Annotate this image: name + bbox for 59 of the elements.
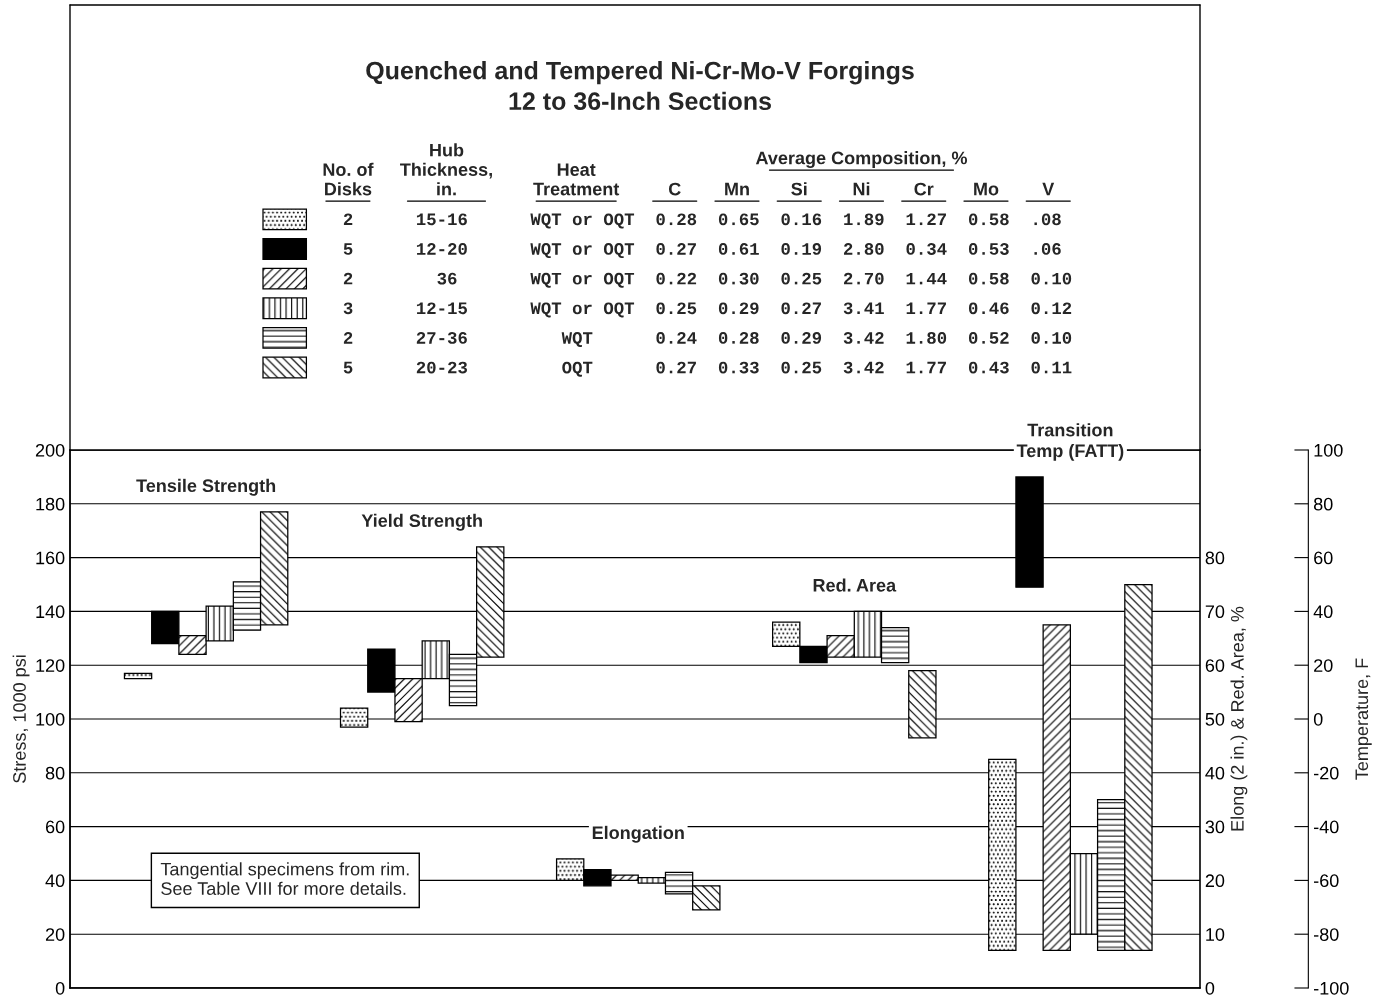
y-tick-label: 20 xyxy=(45,928,65,941)
y-tick-label: 40 xyxy=(45,874,65,888)
legend-label: 2 36 WQT or OQT 0.22 0.30 0.25 2.70 1.44 0.58 0.10 xyxy=(343,272,1072,288)
y-tick-label: 80 xyxy=(45,766,65,780)
bar xyxy=(123,672,153,680)
y-tick-label: 160 xyxy=(36,551,65,565)
legend-label: 5 12-20 WQT or OQT 0.27 0.61 0.19 2.80 0.34 0.53 .06 xyxy=(343,243,1061,259)
y2-tick-label: 0 xyxy=(1205,981,1215,995)
text: C xyxy=(668,182,681,196)
text: Ni xyxy=(853,182,870,196)
legend-label: 5 20-23 OQT 0.27 0.33 0.25 3.42 1.77 0.43 0.11 xyxy=(343,361,1072,377)
text: Heat Treatment xyxy=(533,163,620,196)
text: V xyxy=(1042,182,1055,196)
y-tick-label: 60 xyxy=(45,820,65,834)
y3-tick-label: 100 xyxy=(1314,443,1343,457)
y3-tick-label: -80 xyxy=(1314,928,1339,941)
y2-tick-label: 60 xyxy=(1205,659,1225,672)
y3-tick-label: -100 xyxy=(1314,981,1349,995)
y3-tick-label: 60 xyxy=(1314,551,1333,565)
text: Si xyxy=(791,182,807,196)
y-tick-label: 140 xyxy=(36,605,65,619)
y-tick-label: 100 xyxy=(36,712,65,726)
text: Mo xyxy=(974,182,999,196)
x-tick-label: Elongation xyxy=(592,825,684,843)
y-tick-label: 0 xyxy=(55,981,65,995)
y3-axis-title: Temperature, F xyxy=(1355,658,1372,780)
y2-tick-label: 70 xyxy=(1205,605,1225,619)
y-tick-label: 120 xyxy=(36,659,65,672)
y2-tick-label: 10 xyxy=(1206,928,1225,941)
text: Average Composition, % xyxy=(755,151,968,168)
y3-tick-label: -20 xyxy=(1314,766,1339,780)
y3-tick-label: 20 xyxy=(1314,659,1333,672)
y3-tick-label: 0 xyxy=(1313,712,1323,726)
y-tick-label: 180 xyxy=(36,497,65,511)
y3-tick-label: 80 xyxy=(1313,497,1333,511)
annotation: Tangential specimens from rim. See Table VIII for more details. xyxy=(160,862,409,895)
text: Cr xyxy=(914,182,934,196)
legend-label: 2 15-16 WQT or OQT 0.28 0.65 0.16 1.89 1.27 0.58 .08 xyxy=(343,213,1061,229)
text: Mn xyxy=(725,182,749,196)
chart-title: Quenched and Tempered Ni-Cr-Mo-V Forgings 12 to 36-Inch Sections xyxy=(366,61,914,111)
y2-tick-label: 50 xyxy=(1205,712,1225,726)
y3-tick-label: 40 xyxy=(1313,605,1333,619)
y-tick-label: 200 xyxy=(35,443,65,457)
x-tick-label: Tensile Strength xyxy=(136,478,276,496)
y2-tick-label: 40 xyxy=(1205,766,1225,780)
legend-label: 3 12-15 WQT or OQT 0.25 0.29 0.27 3.41 1.77 0.46 0.12 xyxy=(343,302,1072,318)
y2-tick-label: 80 xyxy=(1205,551,1225,565)
y-axis-title: Stress, 1000 psi xyxy=(12,655,30,783)
legend-label: 2 27-36 WQT 0.24 0.28 0.29 3.42 1.80 0.52 0.10 xyxy=(343,332,1072,348)
y3-tick-label: -60 xyxy=(1314,874,1339,888)
y2-axis-title: Elong (2 in.) & Red. Area, % xyxy=(1230,606,1248,831)
text: Hub Thickness, in. xyxy=(400,143,492,196)
y2-tick-label: 30 xyxy=(1205,820,1225,834)
text: No. of Disks xyxy=(323,162,374,196)
y2-tick-label: 20 xyxy=(1205,874,1225,888)
x-tick-label: Red. Area xyxy=(813,578,897,592)
x-tick-label: Transition Temp (FATT) xyxy=(1016,423,1124,461)
x-tick-label: Yield Strength xyxy=(361,513,482,531)
y3-tick-label: -40 xyxy=(1314,820,1339,834)
